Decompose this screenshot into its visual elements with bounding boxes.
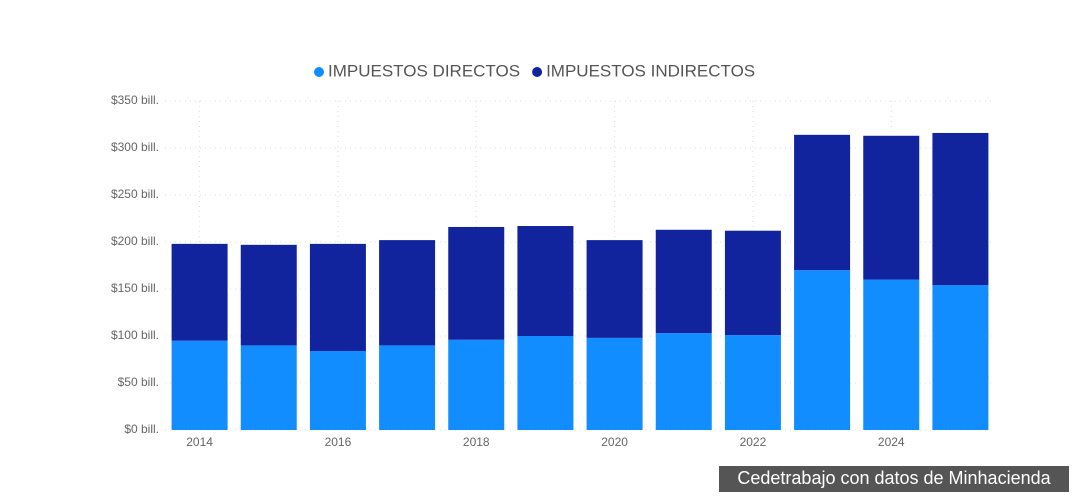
bar-segment [932,132,989,286]
y-tick-label: $300 bill. [111,140,159,154]
bar-segment [586,337,643,430]
bar-segment [724,335,781,430]
bar-segment [794,134,851,271]
x-tick-label: 2024 [878,435,905,449]
bar-segment [517,336,574,430]
source-box [719,466,1069,492]
bar-segment [517,226,574,336]
y-tick-label: $100 bill. [111,328,159,342]
legend-marker [314,67,324,77]
x-tick-label: 2014 [186,435,213,449]
x-tick-label: 2022 [740,435,767,449]
bar-segment [863,135,920,280]
bar-segment [171,340,228,430]
x-tick-label: 2016 [325,435,352,449]
y-tick-label: $350 bill. [111,93,159,107]
bar-segment [171,243,228,341]
y-tick-label: $200 bill. [111,234,159,248]
bar-segment [655,333,712,430]
bar-segment [379,345,436,430]
legend-marker [532,67,543,77]
x-tick-label: 2018 [463,435,490,449]
bar-segment [586,240,643,338]
y-tick-label: $0 bill. [124,422,159,436]
bar-segment [655,229,712,334]
bar-segment [448,339,505,430]
legend-label: IMPUESTOS INDIRECTOS [546,61,755,80]
bar-segment [379,240,436,346]
source: Cedetrabajo con datos de Minhacienda [737,468,1051,488]
bar-segment [240,244,297,346]
y-tick-label: $250 bill. [111,187,159,201]
bar-segment [240,345,297,430]
bar-segment [794,270,851,430]
y-tick-label: $50 bill. [118,375,159,389]
bar-segment [448,226,505,340]
bar-segment [932,285,989,430]
bar-segment [309,243,366,352]
bar-segment [863,279,920,430]
x-tick-label: 2020 [601,435,628,449]
bar-segment [309,351,366,430]
legend-label: IMPUESTOS DIRECTOS [328,61,520,80]
y-tick-label: $150 bill. [111,281,159,295]
bar-segment [724,230,781,336]
